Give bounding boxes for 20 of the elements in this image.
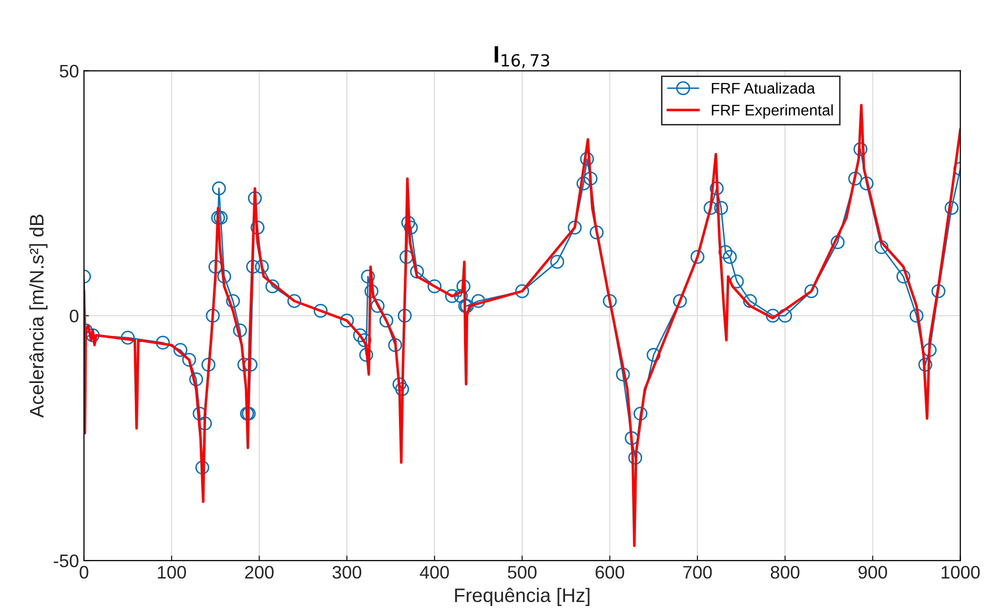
x-tick-label: 400 <box>420 566 449 579</box>
y-tick-label: -50 <box>54 554 78 568</box>
chart-title: I$_{16,73}$ <box>494 46 550 68</box>
line-series <box>84 104 960 548</box>
x-axis-title: Frequência [Hz] <box>455 588 590 606</box>
x-tick-label: 100 <box>158 566 186 579</box>
legend-label: FRF Experimental <box>712 104 833 119</box>
y-tick-label: 50 <box>60 64 78 78</box>
x-tick-label: 600 <box>596 566 624 579</box>
x-tick-label: 1000 <box>942 566 980 579</box>
x-tick-label: 200 <box>245 566 274 579</box>
x-tick-label: 700 <box>683 566 712 579</box>
y-axis-title: Acelerância [m/N.s²] dB <box>29 214 48 418</box>
y-tick-label: 0 <box>70 310 78 322</box>
x-tick-label: 500 <box>508 566 537 579</box>
x-tick-label: 800 <box>770 566 800 579</box>
x-tick-label: 300 <box>332 566 362 579</box>
x-tick-label: 0 <box>80 566 88 579</box>
legend-label: FRF Atualizada <box>712 82 816 94</box>
x-tick-label: 900 <box>858 566 888 579</box>
